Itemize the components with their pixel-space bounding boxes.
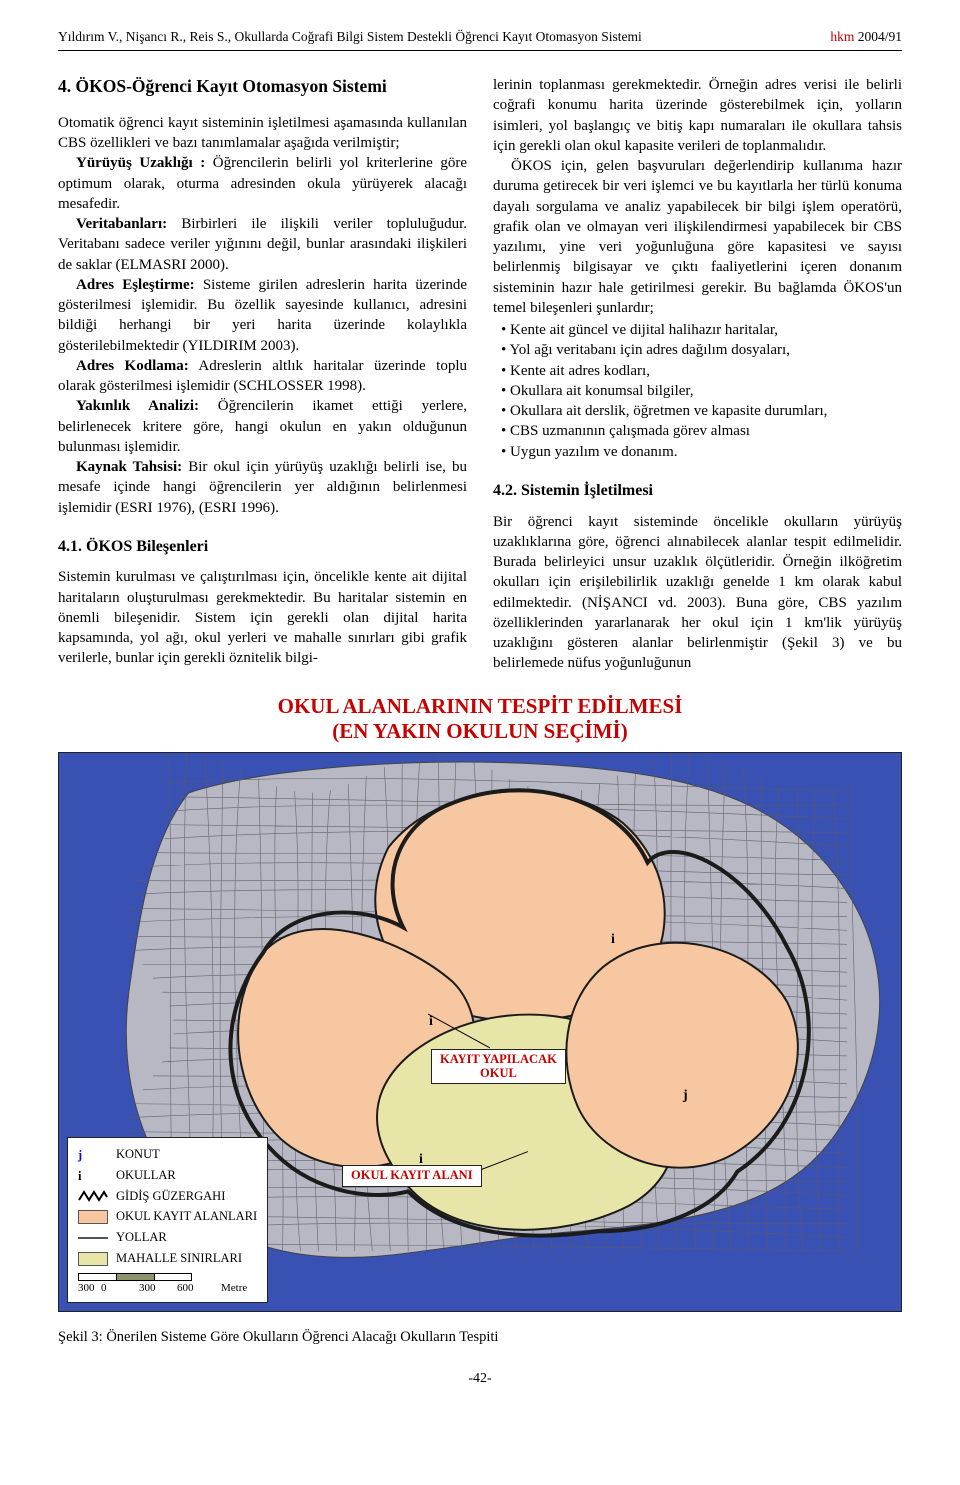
legend-row: OKUL KAYIT ALANLARI: [78, 1208, 257, 1225]
legend-swatch-icon: [78, 1210, 108, 1224]
right-p2: ÖKOS için, gelen başvuruları değerlendir…: [493, 156, 902, 318]
figure-title: OKUL ALANLARININ TESPİT EDİLMESİ (EN YAK…: [58, 694, 902, 744]
callout-school-to-register: KAYIT YAPILACAK OKUL: [431, 1049, 566, 1085]
callout-registration-area: OKUL KAYIT ALANI: [342, 1165, 482, 1187]
section-heading-4: 4. ÖKOS-Öğrenci Kayıt Otomasyon Sistemi: [58, 75, 467, 99]
list-item: Yol ağı veritabanı için adres dağılım do…: [493, 340, 902, 360]
list-item: Okullara ait konumsal bilgiler,: [493, 381, 902, 401]
journal-abbrev: hkm: [830, 29, 854, 44]
legend-line-icon: [78, 1231, 108, 1245]
legend-swatch-icon: [78, 1252, 108, 1266]
header-rule: [58, 50, 902, 51]
running-head-left: Yıldırım V., Nişancı R., Reis S., Okulla…: [58, 28, 642, 46]
list-item: Uygun yazılım ve donanım.: [493, 442, 902, 462]
scale-wrap: 3000300600Metre: [78, 1273, 257, 1296]
school-marker: i: [611, 931, 615, 950]
scale-tick: 300: [78, 1281, 101, 1296]
section-heading-4-1: 4.1. ÖKOS Bileşenleri: [58, 536, 467, 558]
school-marker: j: [683, 1087, 688, 1106]
map-legend: j KONUT i OKULLAR GİDİŞ GÜZERGAHI OKUL KAYIT …: [67, 1137, 268, 1303]
okos-components-list: Kente ait güncel ve dijital halihazır ha…: [493, 320, 902, 462]
scale-tick: 0: [101, 1281, 139, 1296]
def-yuruyus: Yürüyüş Uzaklığı : Öğrencilerin belirli …: [58, 153, 467, 214]
legend-label: YOLLAR: [116, 1229, 167, 1246]
legend-label: KONUT: [116, 1146, 160, 1163]
right-p3: Bir öğrenci kayıt sisteminde öncelikle o…: [493, 512, 902, 674]
legend-label: OKULLAR: [116, 1167, 176, 1184]
callout-school-line1: KAYIT YAPILACAK: [440, 1052, 557, 1066]
def-kaynak: Kaynak Tahsisi: Bir okul için yürüyüş uz…: [58, 457, 467, 518]
scale-tick: 600: [177, 1281, 215, 1296]
def-yakinlik: Yakınlık Analizi: Öğrencilerin ikamet et…: [58, 396, 467, 457]
scale-unit: Metre: [221, 1281, 247, 1296]
page-number: -42-: [58, 1370, 902, 1389]
running-head-right: hkm 2004/91: [830, 28, 902, 46]
section-heading-4-2: 4.2. Sistemin İşletilmesi: [493, 480, 902, 502]
legend-row: MAHALLE SINIRLARI: [78, 1250, 257, 1267]
def-yuruyus-label: Yürüyüş Uzaklığı :: [76, 155, 205, 171]
right-p1: lerinin toplanması gerekmektedir. Örneği…: [493, 75, 902, 156]
def-eslestirme-label: Adres Eşleştirme:: [76, 277, 195, 293]
figure-title-line2: (EN YAKIN OKULUN SEÇİMİ): [332, 719, 627, 743]
legend-row: GİDİŞ GÜZERGAHI: [78, 1188, 257, 1205]
scale-tick: 300: [139, 1281, 177, 1296]
def-veritabanlari-label: Veritabanları:: [76, 216, 167, 232]
legend-label: MAHALLE SINIRLARI: [116, 1250, 242, 1267]
legend-point-icon: i: [78, 1168, 108, 1182]
legend-label: OKUL KAYIT ALANLARI: [116, 1208, 257, 1225]
legend-label: GİDİŞ GÜZERGAHI: [116, 1188, 225, 1205]
legend-zigzag-icon: [78, 1189, 108, 1203]
school-marker: i: [429, 1013, 433, 1032]
scale-segment: [154, 1273, 192, 1281]
callout-school-line2: OKUL: [480, 1066, 517, 1080]
right-column: lerinin toplanması gerekmektedir. Örneği…: [493, 75, 902, 673]
list-item: Kente ait adres kodları,: [493, 361, 902, 381]
body-columns: 4. ÖKOS-Öğrenci Kayıt Otomasyon Sistemi …: [58, 75, 902, 673]
school-marker: i: [419, 1151, 423, 1170]
intro-paragraph: Otomatik öğrenci kayıt sisteminin işleti…: [58, 113, 467, 154]
list-item: Kente ait güncel ve dijital halihazır ha…: [493, 320, 902, 340]
def-eslestirme: Adres Eşleştirme: Sisteme girilen adresl…: [58, 275, 467, 356]
issue-number: 2004/91: [854, 29, 902, 44]
def-veritabanlari: Veritabanları: Birbirleri ile ilişkili v…: [58, 214, 467, 275]
def-yakinlik-label: Yakınlık Analizi:: [76, 398, 199, 414]
left-column: 4. ÖKOS-Öğrenci Kayıt Otomasyon Sistemi …: [58, 75, 467, 673]
scale-segment: [78, 1273, 116, 1281]
legend-row: j KONUT: [78, 1146, 257, 1163]
legend-row: YOLLAR: [78, 1229, 257, 1246]
running-head: Yıldırım V., Nişancı R., Reis S., Okulla…: [58, 28, 902, 46]
def-kaynak-label: Kaynak Tahsisi:: [76, 459, 182, 475]
components-paragraph: Sistemin kurulması ve çalıştırılması içi…: [58, 567, 467, 668]
figure-map: KAYIT YAPILACAK OKUL OKUL KAYIT ALANI jK…: [58, 752, 902, 1312]
page: Yıldırım V., Nişancı R., Reis S., Okulla…: [0, 0, 960, 1422]
scale-segment: [116, 1273, 154, 1281]
legend-row: i OKULLAR: [78, 1167, 257, 1184]
def-kodlama-label: Adres Kodlama:: [76, 358, 189, 374]
list-item: CBS uzmanının çalışmada görev alması: [493, 421, 902, 441]
figure-title-line1: OKUL ALANLARININ TESPİT EDİLMESİ: [278, 694, 683, 718]
list-item: Okullara ait derslik, öğretmen ve kapasi…: [493, 401, 902, 421]
def-kodlama: Adres Kodlama: Adreslerin altlık harital…: [58, 356, 467, 397]
figure-caption: Şekil 3: Önerilen Sisteme Göre Okulların…: [58, 1328, 902, 1348]
callout-area-text: OKUL KAYIT ALANI: [351, 1168, 473, 1182]
legend-point-icon: j: [78, 1147, 108, 1161]
